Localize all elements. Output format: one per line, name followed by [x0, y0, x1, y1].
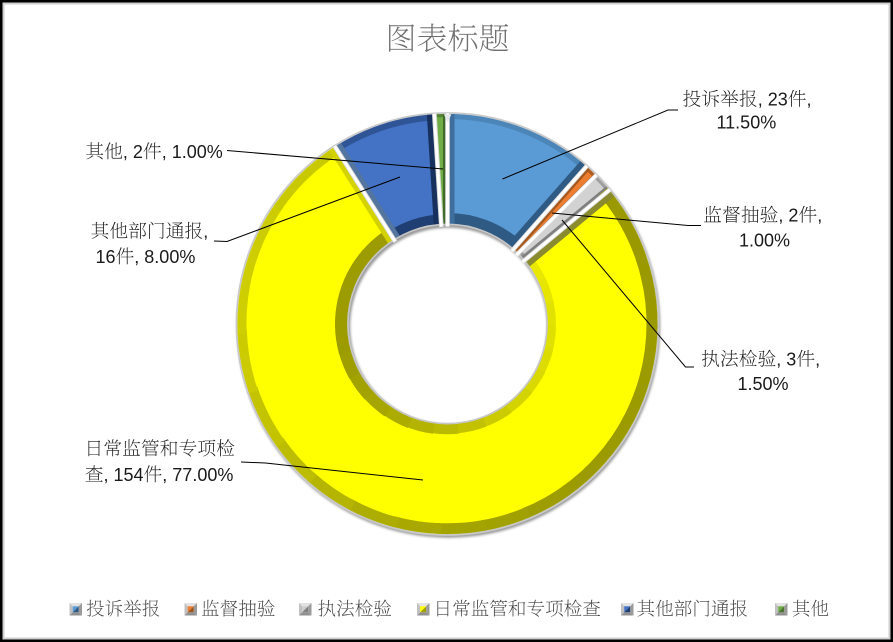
svg-text:,: , — [203, 222, 208, 242]
svg-text:, 2: , 2 — [123, 142, 143, 162]
svg-text:,: , — [817, 206, 822, 226]
svg-text:, 2: , 2 — [778, 206, 798, 226]
svg-text:, 1.00%: , 1.00% — [162, 142, 223, 162]
svg-text:,: , — [815, 350, 820, 370]
svg-text:16: 16 — [96, 247, 116, 267]
svg-text:, 23: , 23 — [758, 90, 788, 110]
svg-text:, 3: , 3 — [776, 350, 796, 370]
svg-text:, 77.00%: , 77.00% — [162, 465, 233, 485]
svg-text:1.00%: 1.00% — [739, 231, 790, 251]
svg-text:, 8.00%: , 8.00% — [134, 247, 195, 267]
svg-text:,: , — [807, 90, 812, 110]
svg-text:11.50%: 11.50% — [717, 113, 777, 133]
svg-text:, 154: , 154 — [104, 465, 144, 485]
svg-text:1.50%: 1.50% — [738, 374, 789, 394]
